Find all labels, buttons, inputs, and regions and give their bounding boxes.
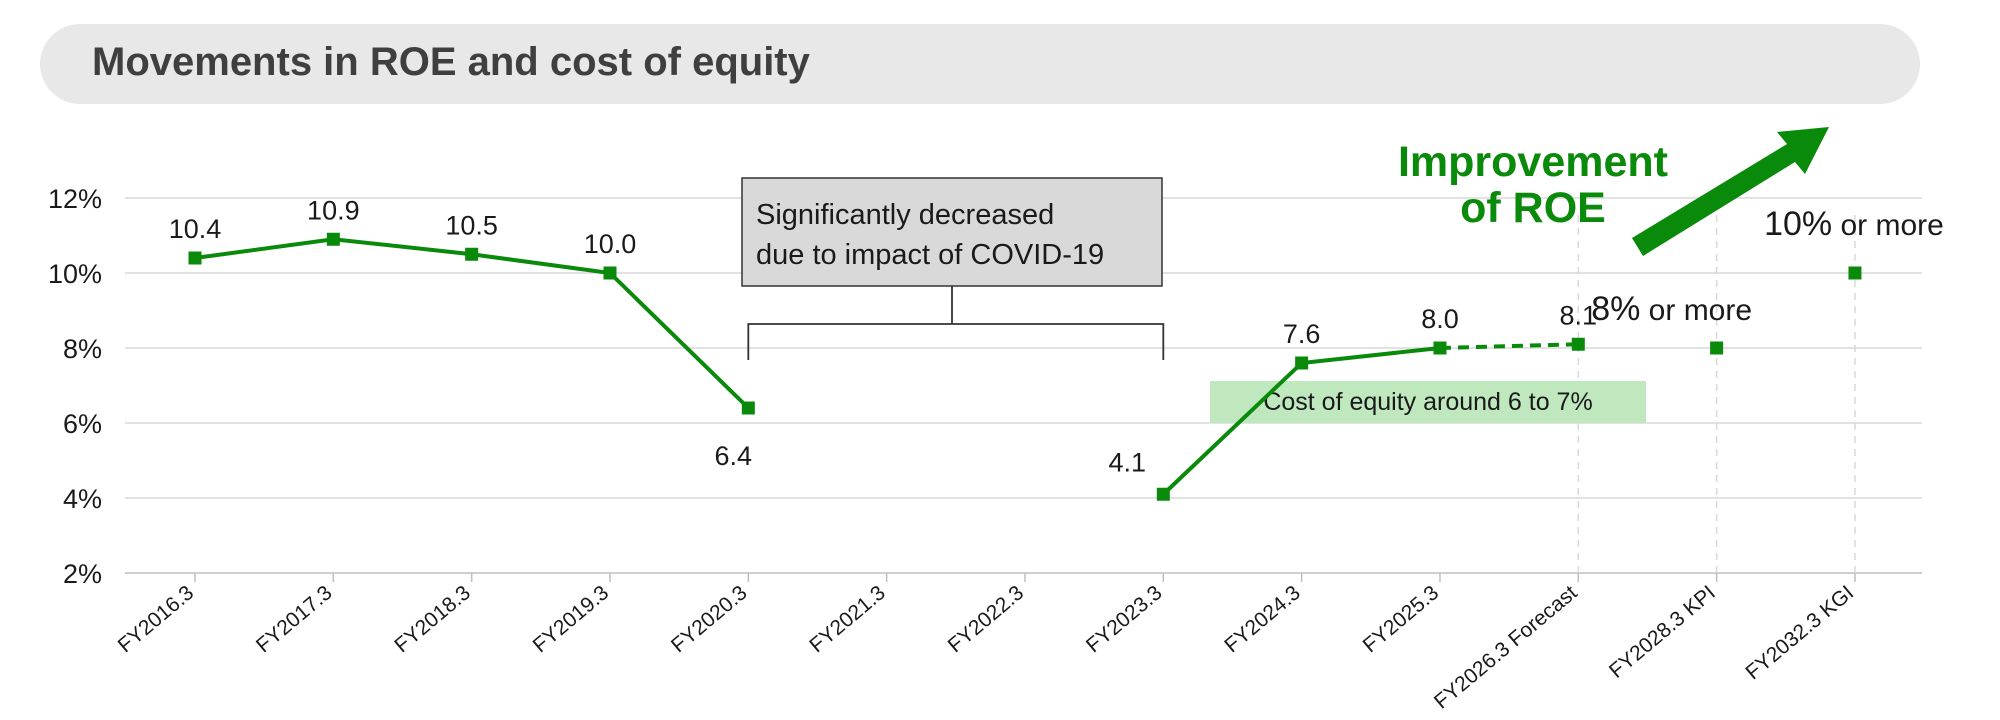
- x-tick-label: FY2016.3: [114, 581, 199, 657]
- improvement-arrow-icon: [1632, 127, 1829, 256]
- series-line-solid: [194, 237, 750, 410]
- data-label: 10.5: [445, 210, 498, 240]
- target-suffix: or more: [1832, 209, 1944, 242]
- data-point: [603, 266, 617, 280]
- target-label: 10% or more: [1764, 205, 1944, 243]
- x-tick-label: FY2019.3: [529, 581, 614, 657]
- target-suffix: or more: [1640, 294, 1752, 327]
- covid-callout-line2: due to impact of COVID-19: [756, 239, 1104, 271]
- data-point: [1710, 341, 1724, 355]
- data-point: [465, 247, 479, 261]
- y-tick-label: 10%: [48, 259, 102, 289]
- data-point: [1571, 337, 1585, 351]
- data-label: 10.4: [169, 214, 222, 244]
- x-tick-label: FY2026.3 Forecast: [1430, 581, 1582, 714]
- target-pct: 10%: [1764, 205, 1832, 243]
- y-tick-label: 2%: [63, 559, 102, 589]
- x-tick-label: FY2022.3: [944, 581, 1029, 657]
- data-point: [1433, 341, 1447, 355]
- x-tick-label: FY2025.3: [1359, 581, 1444, 657]
- data-point: [741, 401, 755, 415]
- data-point: [1295, 356, 1309, 370]
- data-label: 8.1: [1560, 300, 1598, 330]
- data-point: [188, 251, 202, 265]
- covid-callout: Significantly decreased due to impact of…: [741, 177, 1165, 360]
- x-tick-label: FY2021.3: [805, 581, 890, 657]
- covid-callout-box: [741, 177, 1163, 287]
- covid-callout-line1: Significantly decreased: [756, 199, 1054, 231]
- cost-of-equity-label: Cost of equity around 6 to 7%: [1263, 388, 1592, 416]
- data-label: 7.6: [1283, 319, 1321, 349]
- x-tick-label: FY2024.3: [1220, 581, 1305, 657]
- target-pct: 8%: [1591, 290, 1640, 328]
- cost-of-equity-box: [1210, 381, 1646, 423]
- x-tick-label: FY2020.3: [667, 581, 752, 657]
- x-axis: FY2016.3 FY2017.3 FY2018.3 FY2019.3 FY2020.3…: [114, 573, 1858, 714]
- data-point: [1848, 266, 1862, 280]
- improvement-annotation: Improvement of ROE: [1398, 127, 1829, 256]
- data-point: [1156, 487, 1170, 501]
- series-markers: [188, 232, 1862, 501]
- title-banner: Movements in ROE and cost of equity: [40, 24, 1920, 104]
- data-label: 4.1: [1109, 447, 1147, 477]
- cost-of-equity-band: Cost of equity around 6 to 7%: [1210, 381, 1646, 423]
- improvement-line2: of ROE: [1460, 184, 1606, 232]
- y-tick-label: 12%: [48, 184, 102, 214]
- data-label: 6.4: [715, 441, 753, 471]
- improvement-line1: Improvement: [1398, 138, 1668, 186]
- data-point: [326, 232, 340, 246]
- x-tick-label: FY2017.3: [252, 581, 337, 657]
- y-axis: 2% 4% 6% 8% 10% 12%: [48, 184, 102, 589]
- y-tick-label: 8%: [63, 334, 102, 364]
- y-tick-label: 6%: [63, 409, 102, 439]
- data-labels: 10.4 10.9 10.5 10.0 6.4 4.1 7.6 8.0 8.1: [169, 195, 1597, 477]
- data-label: 10.0: [584, 229, 637, 259]
- x-tick-label: FY2018.3: [390, 581, 475, 657]
- x-tick-label: FY2032.3 KGI: [1741, 581, 1858, 684]
- data-label: 10.9: [307, 195, 360, 225]
- page-title: Movements in ROE and cost of equity: [92, 40, 810, 84]
- x-tick-label: FY2028.3 KPI: [1605, 581, 1720, 683]
- target-label: 8% or more: [1591, 290, 1752, 328]
- covid-bracket: [747, 286, 1165, 360]
- series-line-dashed: [1439, 342, 1579, 350]
- data-label: 8.0: [1421, 304, 1459, 334]
- y-tick-label: 4%: [63, 484, 102, 514]
- x-tick-label: FY2023.3: [1082, 581, 1167, 657]
